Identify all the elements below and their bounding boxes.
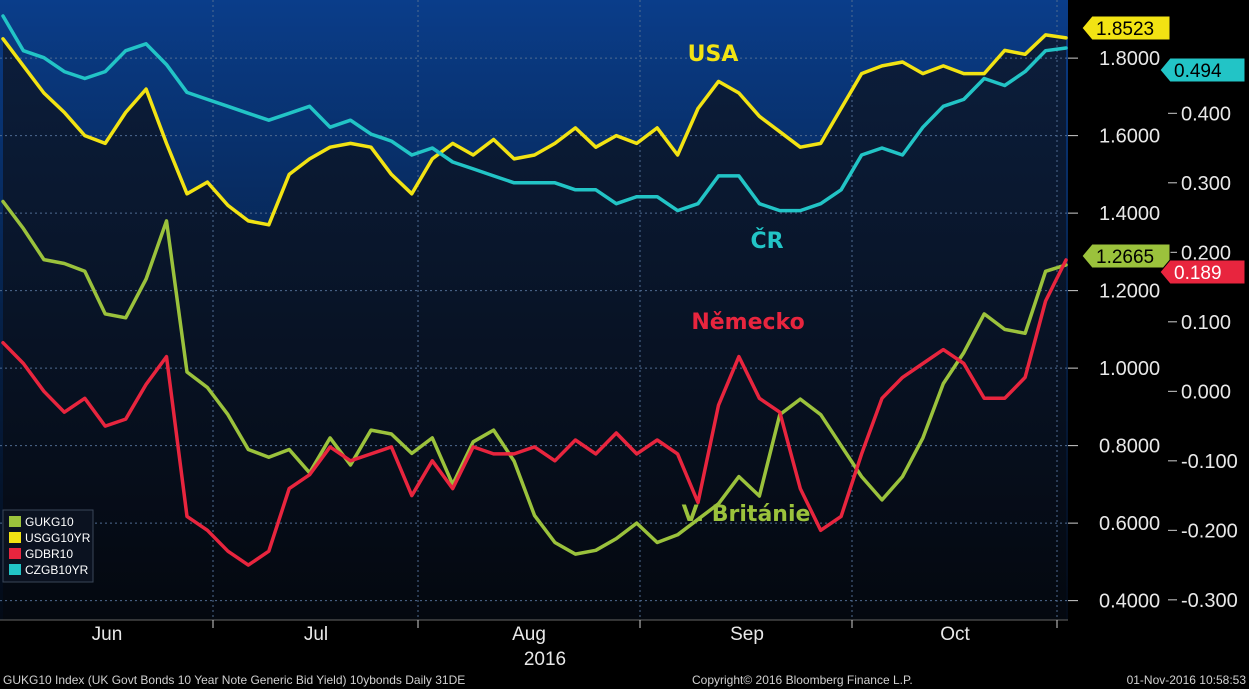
x-tick-label: Jun (92, 624, 123, 645)
series-line-gdbr10 (1, 258, 1068, 567)
legend-swatch (9, 564, 21, 575)
left-tick-label: 1.8000 (1099, 48, 1160, 70)
last-value-tag-label: 0.189 (1174, 263, 1222, 284)
left-tick-label: 1.0000 (1099, 358, 1160, 380)
left-tick-label: 0.8000 (1099, 436, 1160, 458)
footer-description: GUKG10 Index (UK Govt Bonds 10 Year Note… (3, 673, 465, 687)
legend-swatch (9, 532, 21, 543)
series-line-usgg10yr (1, 33, 1068, 227)
last-value-tag (1081, 243, 1171, 269)
last-value-tag-label: 1.2665 (1096, 247, 1154, 268)
series-line-czgb10yr (1, 14, 1068, 213)
right-axis-ticks: -0.300 -0.200 -0.100 0.000 0.100 0.200 0.300 0.… (1168, 103, 1238, 612)
right-tick-label: 0.400 (1181, 103, 1231, 125)
axis-panel (1068, 0, 1249, 620)
left-tick-label: 1.2000 (1099, 281, 1160, 303)
left-tick-label: 0.4000 (1099, 591, 1160, 613)
right-tick-label: 0.300 (1181, 173, 1231, 195)
left-tick-label: 0.6000 (1099, 513, 1160, 535)
legend-swatch (9, 548, 21, 559)
legend-label: CZGB10YR (25, 563, 89, 577)
legend-label: GDBR10 (25, 547, 73, 561)
x-axis-month-ticks: Jun Jul Aug Sep Oct (92, 620, 1058, 645)
last-value-tag (1159, 57, 1246, 83)
series-lines (1, 14, 1068, 567)
horizontal-grid (0, 57, 1068, 602)
x-tick-label: Jul (304, 624, 328, 645)
right-tick-label: 0.200 (1181, 242, 1231, 264)
right-tick-label: -0.300 (1181, 590, 1238, 612)
x-axis-panel (0, 620, 1249, 689)
annotation-nemecko: Německo (691, 310, 804, 335)
series-line-gukg10 (1, 199, 1068, 556)
annotation-usa: USA (688, 42, 739, 67)
x-tick-label: Oct (940, 624, 970, 645)
legend-swatch (9, 516, 21, 527)
last-value-tag-label: 0.494 (1174, 61, 1222, 82)
left-axis-ticks: 0.4000 0.6000 0.8000 1.0000 1.2000 1.4000 1.60… (1068, 48, 1160, 613)
annotation-v-britanie: V. Británie (682, 502, 811, 527)
last-value-tag (1159, 259, 1246, 285)
right-tick-label: 0.100 (1181, 312, 1231, 334)
footer-copyright: Copyright© 2016 Bloomberg Finance L.P. (692, 673, 913, 687)
annotation-cr: ČR (750, 228, 783, 254)
footer-timestamp: 01-Nov-2016 10:58:53 (1127, 673, 1247, 687)
last-value-tags: 1.8523 0.494 1.2665 0.189 (1081, 15, 1246, 285)
left-tick-label: 1.6000 (1099, 126, 1160, 148)
legend: GUKG10 USGG10YR GDBR10 CZGB10YR (2, 509, 94, 583)
right-tick-label: -0.100 (1181, 451, 1238, 473)
legend-label: GUKG10 (25, 515, 74, 529)
last-value-tag-label: 1.8523 (1096, 19, 1154, 40)
legend-label: USGG10YR (25, 531, 91, 545)
x-axis-year: 2016 (524, 649, 566, 670)
x-tick-label: Aug (512, 624, 546, 645)
x-tick-label: Sep (730, 624, 764, 645)
last-value-tag (1081, 15, 1171, 41)
right-tick-label: -0.200 (1181, 520, 1238, 542)
usa-shaded-area (3, 34, 1066, 620)
right-tick-label: 0.000 (1181, 381, 1231, 403)
left-tick-label: 1.4000 (1099, 203, 1160, 225)
vertical-grid (212, 0, 1058, 620)
